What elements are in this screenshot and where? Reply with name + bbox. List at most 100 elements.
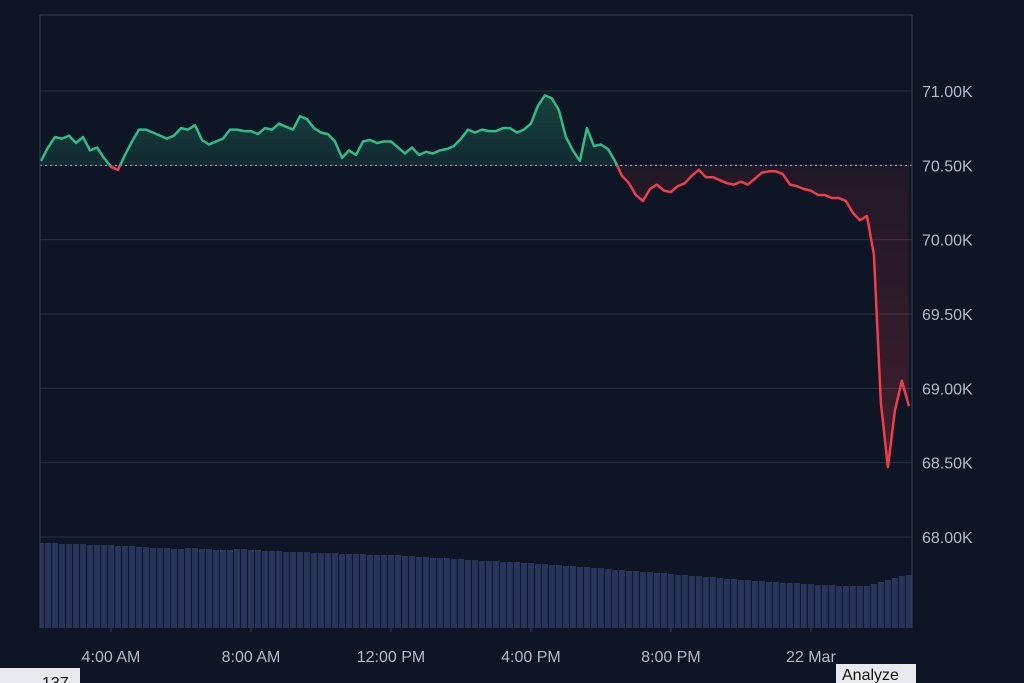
volume-bar: [478, 561, 485, 628]
volume-bar: [436, 558, 443, 628]
volume-bar: [227, 550, 234, 628]
volume-bar: [241, 549, 248, 628]
volume-bar: [52, 543, 59, 628]
volume-bar: [863, 586, 870, 628]
volume-bar: [115, 546, 122, 628]
volume-bar: [569, 566, 576, 628]
axes: 68.00K 68.50K 69.00K 69.50K 70.00K 70.50K 71.0…: [39, 14, 973, 666]
volume-bar: [457, 559, 464, 628]
volume-bar: [394, 555, 401, 628]
y-tick-label: 69.00K: [922, 381, 973, 398]
volume-bar: [101, 545, 108, 628]
volume-bar: [814, 585, 821, 628]
volume-bar: [401, 556, 408, 628]
volume-bar: [695, 576, 702, 628]
volume-bar: [800, 584, 807, 628]
volume-bar: [443, 558, 450, 628]
volume-bar: [597, 568, 604, 628]
volume-bar: [548, 565, 555, 628]
volume-bar: [576, 567, 583, 628]
volume-bar: [248, 550, 255, 628]
volume-bar: [632, 571, 639, 628]
volume-bar: [590, 568, 597, 628]
volume-bar: [192, 548, 199, 628]
volume-bar: [185, 548, 192, 628]
volume-bar: [716, 578, 723, 628]
volume-bar: [345, 554, 352, 628]
volume-bar: [255, 550, 261, 628]
volume-bar: [471, 560, 478, 628]
x-tick-label: 8:00 AM: [222, 649, 281, 666]
volume-bar: [171, 549, 178, 628]
volume-bar: [856, 586, 863, 628]
volume-bar: [884, 580, 891, 628]
volume-bar: [821, 585, 828, 628]
volume-bar: [331, 553, 338, 628]
volume-bar: [618, 570, 625, 628]
volume-bar: [541, 564, 548, 628]
volume-bar: [485, 561, 492, 628]
volume-bar: [234, 549, 241, 628]
volume-bar: [744, 580, 751, 628]
volume-bar: [408, 556, 415, 628]
volume-bar: [611, 570, 618, 628]
volume-bar: [422, 557, 429, 628]
volume-bar: [366, 555, 373, 628]
volume-bar: [261, 551, 268, 628]
volume-bar: [513, 562, 520, 628]
volume-bar: [178, 549, 185, 628]
volume-bar: [786, 583, 793, 628]
volume-bar: [562, 566, 569, 628]
analyze-button[interactable]: Analyze: [842, 667, 899, 683]
y-tick-label: 70.50K: [922, 158, 973, 175]
volume-bar: [527, 563, 534, 628]
volume-bar: [464, 560, 471, 628]
volume-bar: [674, 575, 681, 628]
volume-bar: [129, 546, 136, 628]
volume-bar: [730, 579, 737, 628]
volume-bar: [66, 544, 73, 628]
volume-bar: [282, 552, 289, 628]
volume-bar: [450, 559, 457, 628]
volume-bar: [555, 565, 562, 628]
volume-bar: [765, 582, 772, 628]
volume-bar: [625, 571, 632, 628]
volume-bar: [317, 553, 324, 628]
y-tick-label: 71.00K: [922, 84, 973, 101]
volume-bar: [122, 546, 129, 628]
volume-bar: [891, 578, 898, 628]
volume-bar: [604, 569, 611, 628]
y-tick-label: 70.00K: [922, 233, 973, 250]
volume-bar: [387, 555, 394, 628]
volume-bar: [681, 575, 688, 628]
volume-bar: [653, 573, 660, 628]
y-tick-label: 69.50K: [922, 307, 973, 324]
volume-bar: [373, 555, 380, 628]
volume-bar: [73, 544, 80, 628]
volume-bar: [40, 543, 45, 628]
volume-bar: [751, 581, 758, 628]
analyze-bg[interactable]: [836, 664, 916, 683]
volume-bar: [59, 544, 66, 628]
volume-bar: [213, 550, 220, 628]
x-tick-label: 4:00 PM: [501, 649, 561, 666]
volume-bar: [828, 585, 835, 628]
volume-bar: [429, 558, 436, 628]
volume-bar: [338, 554, 345, 628]
volume-bar: [359, 554, 366, 628]
volume-bar: [877, 582, 884, 628]
volume-bar: [415, 557, 422, 628]
volume-bar: [380, 555, 387, 628]
x-tick-label: 4:00 AM: [82, 649, 141, 666]
volume-bar: [324, 553, 331, 628]
volume-bar: [709, 577, 716, 628]
volume-bar: [779, 583, 786, 628]
y-tick-label: 68.50K: [922, 456, 973, 473]
volume-bar: [87, 545, 94, 628]
volume-bar: [275, 551, 282, 628]
volume-bar: [758, 581, 765, 628]
x-tick-label: 12:00 PM: [357, 649, 425, 666]
volume-bar: [583, 567, 590, 628]
volume-bar: [737, 580, 744, 628]
